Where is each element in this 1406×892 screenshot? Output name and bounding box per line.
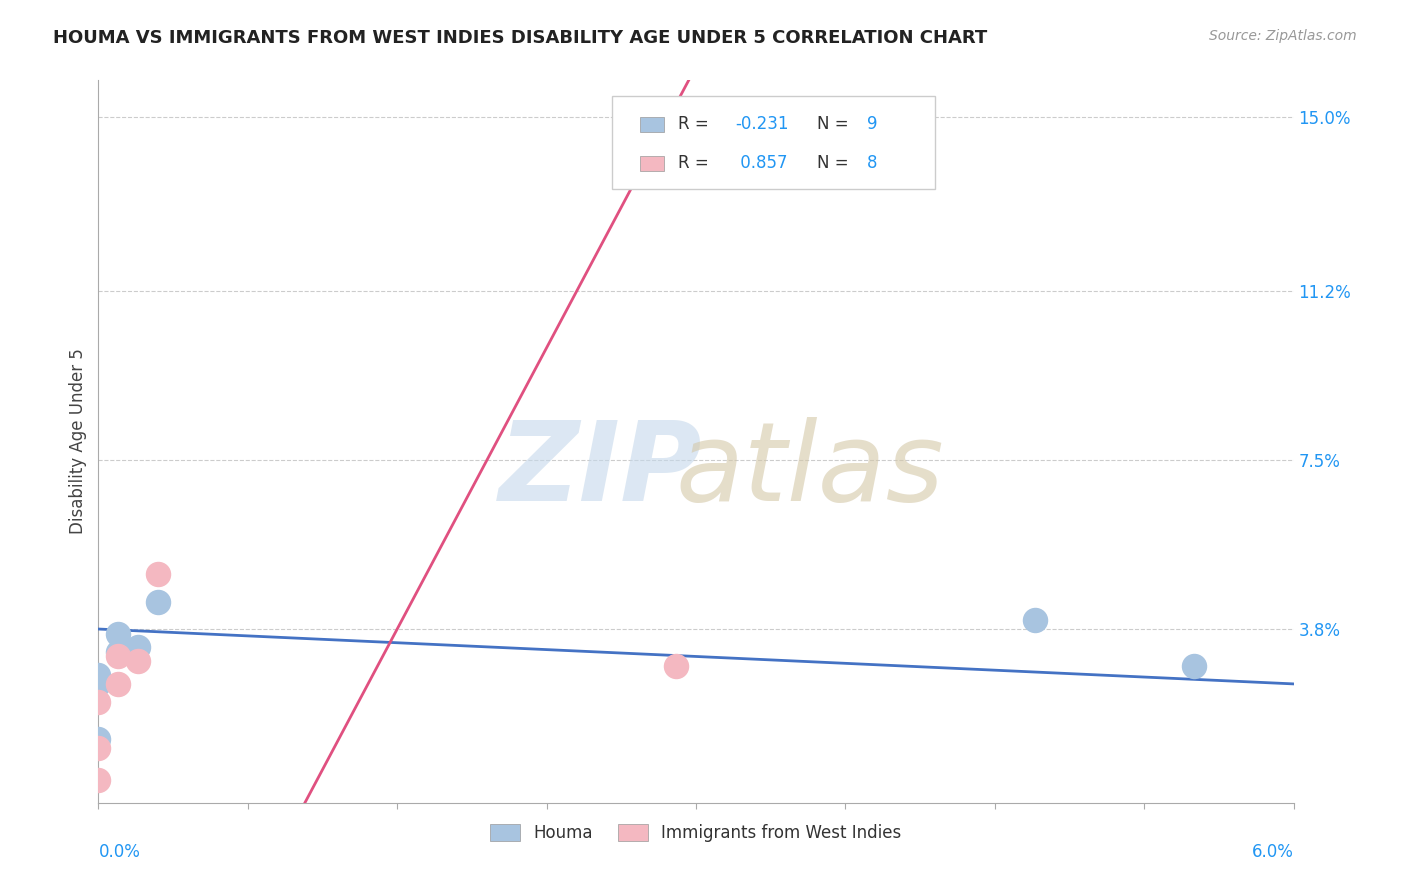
Point <box>87 677 110 691</box>
Point <box>87 731 110 746</box>
Y-axis label: Disability Age Under 5: Disability Age Under 5 <box>69 349 87 534</box>
Text: R =: R = <box>678 154 714 172</box>
FancyBboxPatch shape <box>640 156 664 170</box>
FancyBboxPatch shape <box>640 117 664 132</box>
Text: Source: ZipAtlas.com: Source: ZipAtlas.com <box>1209 29 1357 43</box>
Text: N =: N = <box>817 115 853 133</box>
FancyBboxPatch shape <box>613 96 935 189</box>
Text: 0.0%: 0.0% <box>98 843 141 861</box>
Point <box>1182 658 1205 673</box>
Text: HOUMA VS IMMIGRANTS FROM WEST INDIES DISABILITY AGE UNDER 5 CORRELATION CHART: HOUMA VS IMMIGRANTS FROM WEST INDIES DIS… <box>53 29 987 46</box>
Text: N =: N = <box>817 154 853 172</box>
Point <box>107 626 129 640</box>
Point <box>107 677 129 691</box>
Text: 0.857: 0.857 <box>735 154 787 172</box>
Text: R =: R = <box>678 115 714 133</box>
Point <box>87 695 110 709</box>
Point <box>148 594 170 608</box>
Legend: Houma, Immigrants from West Indies: Houma, Immigrants from West Indies <box>484 817 908 848</box>
Text: 8: 8 <box>868 154 877 172</box>
Text: atlas: atlas <box>675 417 943 524</box>
Point <box>665 658 688 673</box>
Point <box>148 567 170 582</box>
Text: ZIP: ZIP <box>499 417 702 524</box>
Text: 9: 9 <box>868 115 877 133</box>
Point <box>107 649 129 664</box>
Point <box>107 645 129 659</box>
Text: -0.231: -0.231 <box>735 115 789 133</box>
Point <box>127 654 149 668</box>
Point <box>127 640 149 655</box>
Text: 6.0%: 6.0% <box>1251 843 1294 861</box>
Point <box>87 772 110 787</box>
Point <box>1024 613 1046 627</box>
Point <box>87 740 110 755</box>
Point <box>87 667 110 681</box>
